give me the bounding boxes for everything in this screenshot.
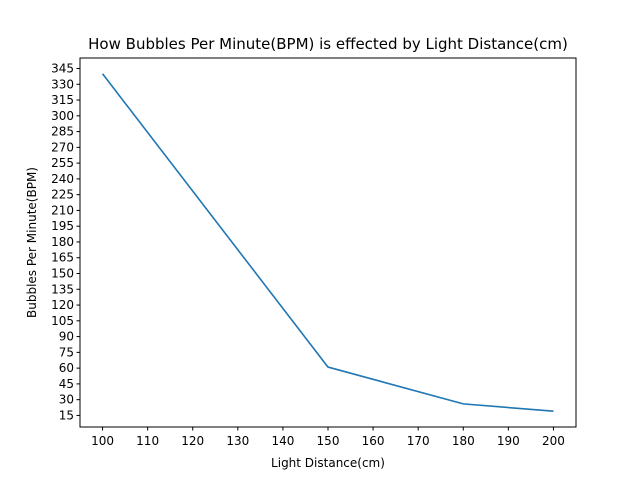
x-tick-label: 160	[362, 434, 385, 448]
x-axis-ticks: 100 110 120 130 140 150 160 170 180 190 200	[91, 427, 565, 448]
y-tick-label: 30	[59, 393, 74, 407]
y-tick-label: 135	[51, 282, 74, 296]
x-tick-label: 190	[497, 434, 520, 448]
x-tick-label: 110	[136, 434, 159, 448]
y-tick-label: 165	[51, 251, 74, 265]
y-tick-label: 315	[51, 93, 74, 107]
x-tick-label: 100	[91, 434, 114, 448]
y-tick-label: 105	[51, 314, 74, 328]
y-tick-label: 330	[51, 77, 74, 91]
x-tick-label: 150	[317, 434, 340, 448]
y-tick-label: 255	[51, 156, 74, 170]
y-tick-label: 285	[51, 125, 74, 139]
plot-frame	[80, 58, 576, 427]
y-tick-label: 180	[51, 235, 74, 249]
x-tick-label: 200	[542, 434, 565, 448]
x-tick-label: 120	[181, 434, 204, 448]
series-line-0	[103, 74, 554, 411]
series-layer	[103, 74, 554, 411]
y-tick-label: 225	[51, 188, 74, 202]
y-tick-label: 270	[51, 140, 74, 154]
x-tick-label: 140	[271, 434, 294, 448]
y-tick-label: 345	[51, 62, 74, 76]
y-tick-label: 195	[51, 219, 74, 233]
y-tick-label: 150	[51, 267, 74, 281]
y-tick-label: 15	[59, 408, 74, 422]
x-axis-label: Light Distance(cm)	[271, 456, 385, 470]
x-tick-label: 170	[407, 434, 430, 448]
y-tick-label: 120	[51, 298, 74, 312]
y-tick-label: 45	[59, 377, 74, 391]
y-tick-label: 75	[59, 345, 74, 359]
y-tick-label: 240	[51, 172, 74, 186]
chart-title: How Bubbles Per Minute(BPM) is effected …	[88, 35, 568, 53]
y-axis-label: Bubbles Per Minute(BPM)	[25, 167, 39, 318]
y-tick-label: 300	[51, 109, 74, 123]
y-tick-label: 60	[59, 361, 74, 375]
x-tick-label: 130	[226, 434, 249, 448]
y-tick-label: 90	[59, 330, 74, 344]
y-axis-ticks: 1530456075901051201351501651801952102252…	[51, 62, 80, 423]
x-tick-label: 180	[452, 434, 475, 448]
y-tick-label: 210	[51, 203, 74, 217]
